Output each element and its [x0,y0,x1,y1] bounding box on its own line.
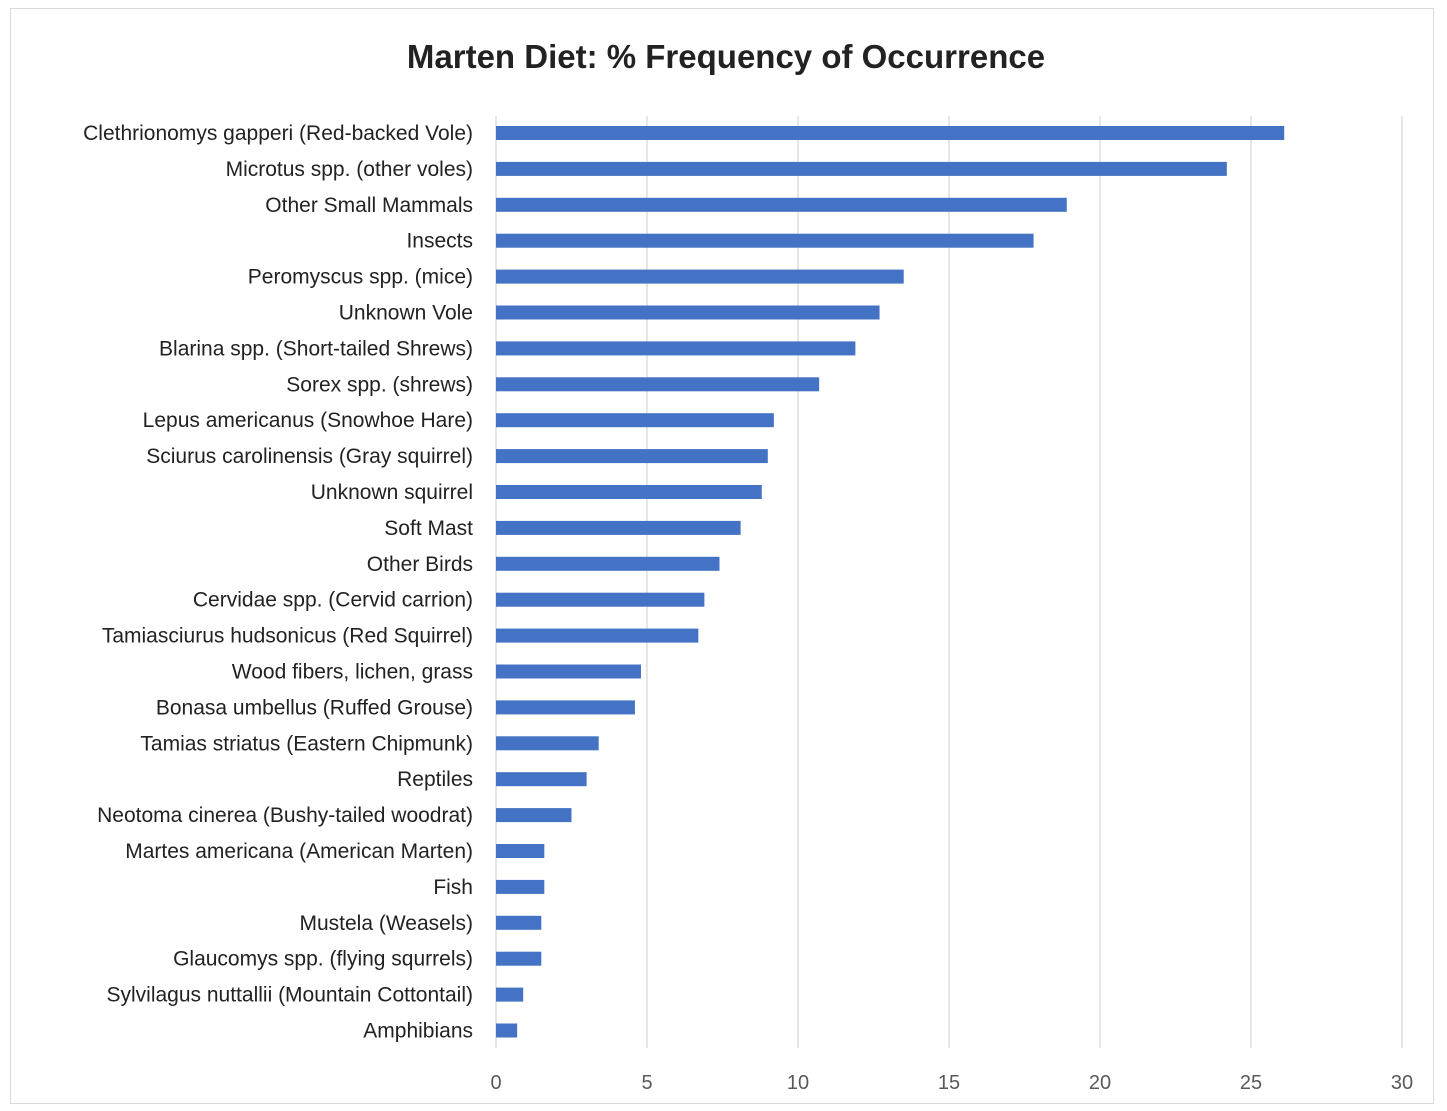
x-tick-labels: 0 5 10 15 20 25 30 [490,1072,1413,1094]
bar [496,161,1227,176]
bar [496,700,635,715]
x-tick-label: 15 [938,1072,960,1094]
category-labels: Clethrionomys gapperi (Red-backed Vole) M… [83,122,473,1043]
category-label: Glaucomys spp. (flying squrrels) [173,948,473,971]
bar [496,844,545,858]
bar [496,987,524,1002]
bar [496,485,762,499]
bar [496,772,587,787]
bar [496,664,641,679]
bar [496,126,1285,140]
category-label: Cervidae spp. (Cervid carrion) [193,589,473,612]
bar [496,808,572,823]
category-label: Bonasa umbellus (Ruffed Grouse) [156,696,473,719]
category-label: Wood fibers, lichen, grass [232,661,473,684]
bar [496,556,720,571]
category-label: Reptiles [397,768,473,791]
category-label: Soft Mast [384,517,473,540]
bar [496,413,774,428]
bar [496,520,741,535]
bar [496,592,705,607]
x-tick-label: 10 [787,1072,809,1094]
category-label: Peromyscus spp. (mice) [248,266,473,289]
category-label: Tamiasciurus hudsonicus (Red Squirrel) [102,625,473,648]
category-label: Neotoma cinerea (Bushy-tailed woodrat) [97,804,473,827]
x-tick-label: 5 [641,1072,652,1094]
x-tick-label: 30 [1391,1072,1413,1094]
bar [496,305,880,320]
category-label: Blarina spp. (Short-tailed Shrews) [159,337,473,360]
bars [496,126,1285,1038]
bar [496,449,768,464]
bar [496,377,820,392]
gridlines [495,116,1403,1048]
category-label: Unknown squirrel [311,481,473,504]
x-tick-label: 20 [1089,1072,1111,1094]
category-label: Martes americana (American Marten) [125,840,473,863]
chart-title: Marten Diet: % Frequency of Occurrence [407,38,1045,75]
category-label: Tamias striatus (Eastern Chipmunk) [140,732,473,755]
category-label: Clethrionomys gapperi (Red-backed Vole) [83,122,473,145]
bar [496,628,699,643]
category-label: Unknown Vole [339,302,473,325]
category-label: Mustela (Weasels) [300,912,474,935]
bar [496,197,1067,212]
bar [496,1023,518,1038]
chart-frame [10,8,1434,1104]
bar [496,269,904,284]
bar [496,341,856,356]
bar [496,736,599,751]
bar [496,915,542,930]
bar [496,233,1034,248]
bar [496,879,545,894]
x-tick-label: 25 [1240,1072,1262,1094]
category-label: Lepus americanus (Snowhoe Hare) [143,409,473,432]
category-label: Sorex spp. (shrews) [286,373,473,396]
category-label: Sciurus carolinensis (Gray squirrel) [146,445,473,468]
bar [496,951,542,966]
x-tick-label: 0 [490,1072,501,1094]
category-label: Amphibians [363,1020,473,1043]
category-label: Other Small Mammals [265,194,473,217]
category-label: Other Birds [367,553,473,576]
category-label: Insects [406,230,473,253]
category-label: Fish [433,876,473,899]
category-label: Sylvilagus nuttallii (Mountain Cottontai… [106,984,473,1007]
category-label: Microtus spp. (other voles) [226,158,473,181]
